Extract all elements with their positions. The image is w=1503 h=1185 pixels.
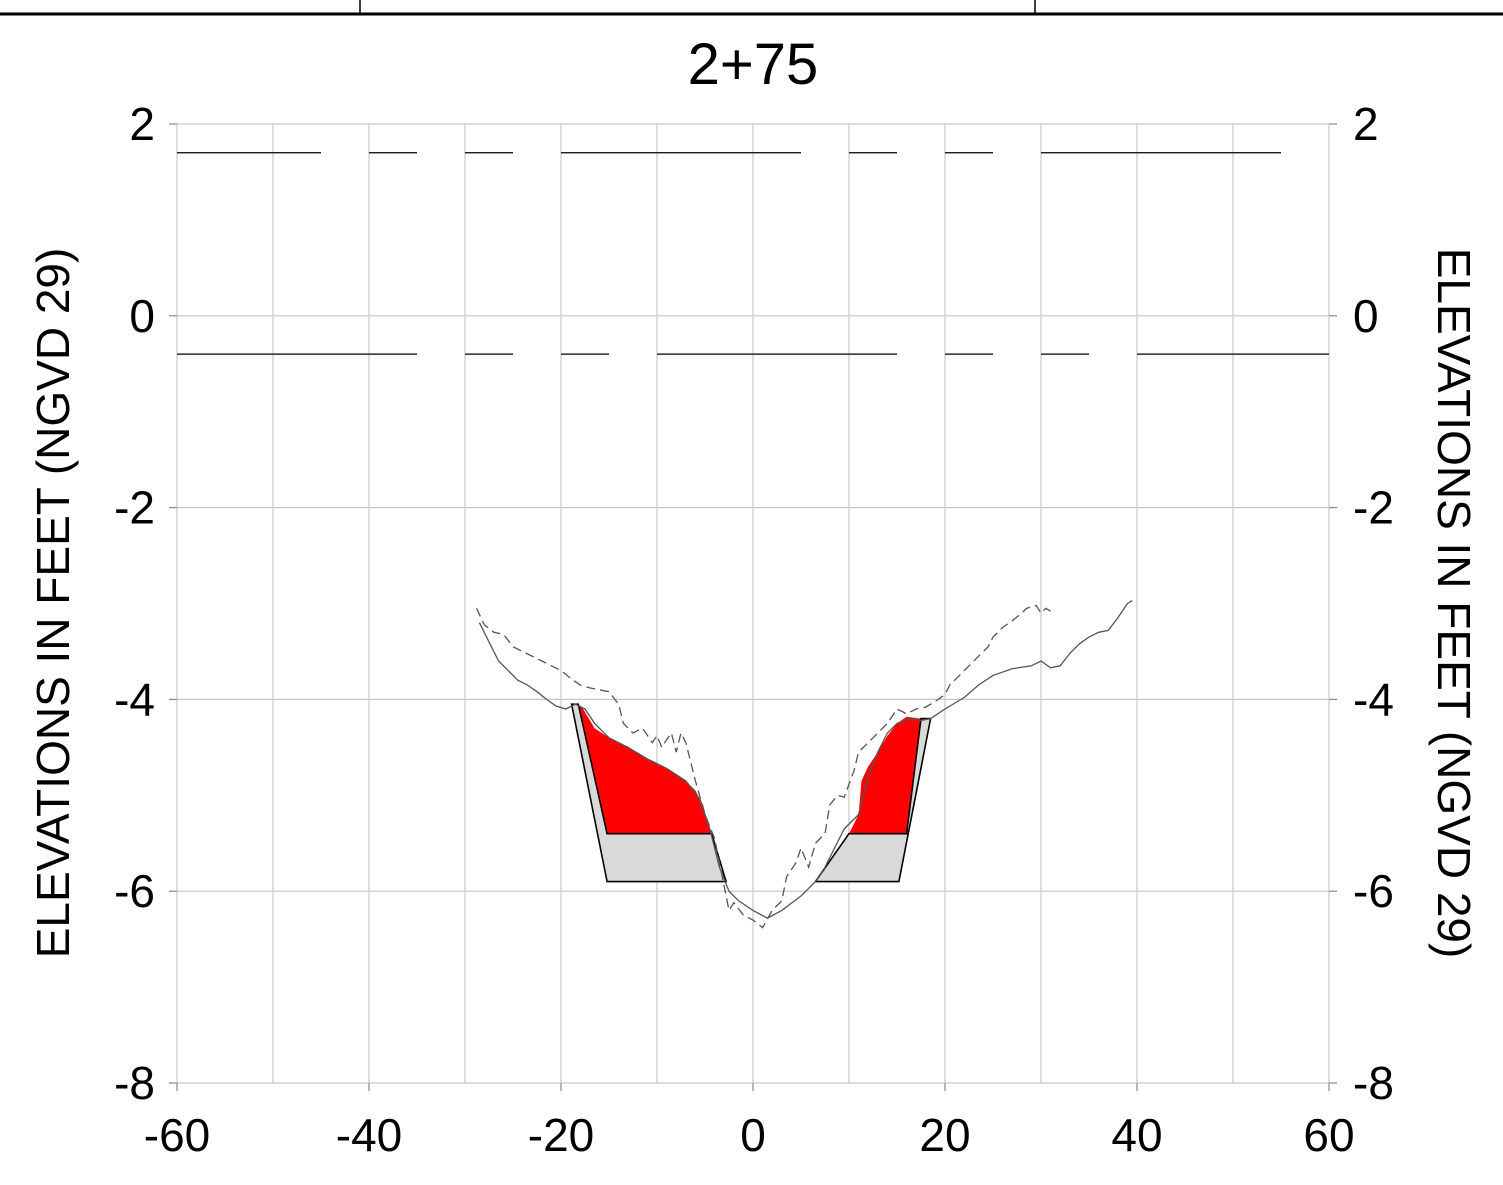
- y-tick-label-right: -2: [1353, 482, 1394, 534]
- y-tick-label-right: 0: [1353, 290, 1379, 342]
- y-tick-label-left: 0: [129, 290, 155, 342]
- x-tick-label: -20: [528, 1109, 594, 1161]
- x-tick-label: -60: [144, 1109, 210, 1161]
- channel-template-region: [813, 717, 932, 883]
- y-axis-label-left: ELEVATIONS IN FEET (NGVD 29): [27, 248, 79, 959]
- channel-template-region: [570, 703, 728, 883]
- y-axis-label-right: ELEVATIONS IN FEET (NGVD 29): [1428, 248, 1480, 959]
- tick-labels: -60 -40 -20 0 20 40 602 20 0-2 -2-4 -4-6 -6-8 -8: [114, 98, 1394, 1161]
- y-tick-label-right: -6: [1353, 865, 1394, 917]
- y-tick-label-left: -8: [114, 1057, 155, 1109]
- x-tick-label: 60: [1303, 1109, 1354, 1161]
- chart-title: 2+75: [688, 32, 819, 97]
- page-frame: [0, 0, 1503, 16]
- y-tick-label-right: 2: [1353, 98, 1379, 150]
- existing-profile-line-dashed: [475, 604, 1051, 929]
- y-tick-label-left: -6: [114, 865, 155, 917]
- y-tick-label-right: -8: [1353, 1057, 1394, 1109]
- profile-lines: [475, 600, 1133, 929]
- y-tick-label-left: 2: [129, 98, 155, 150]
- reference-lines: [177, 152, 1329, 355]
- fill-region: [849, 716, 921, 834]
- x-tick-label: 40: [1111, 1109, 1162, 1161]
- x-tick-label: 20: [919, 1109, 970, 1161]
- existing-profile-line-solid: [478, 600, 1133, 919]
- shaded-regions: [570, 703, 932, 883]
- y-tick-label-left: -2: [114, 482, 155, 534]
- fill-region: [578, 704, 712, 834]
- grid: [169, 123, 1337, 1091]
- y-tick-label-left: -4: [114, 673, 155, 725]
- x-tick-label: -40: [336, 1109, 402, 1161]
- x-tick-label: 0: [740, 1109, 766, 1161]
- y-tick-label-right: -4: [1353, 673, 1394, 725]
